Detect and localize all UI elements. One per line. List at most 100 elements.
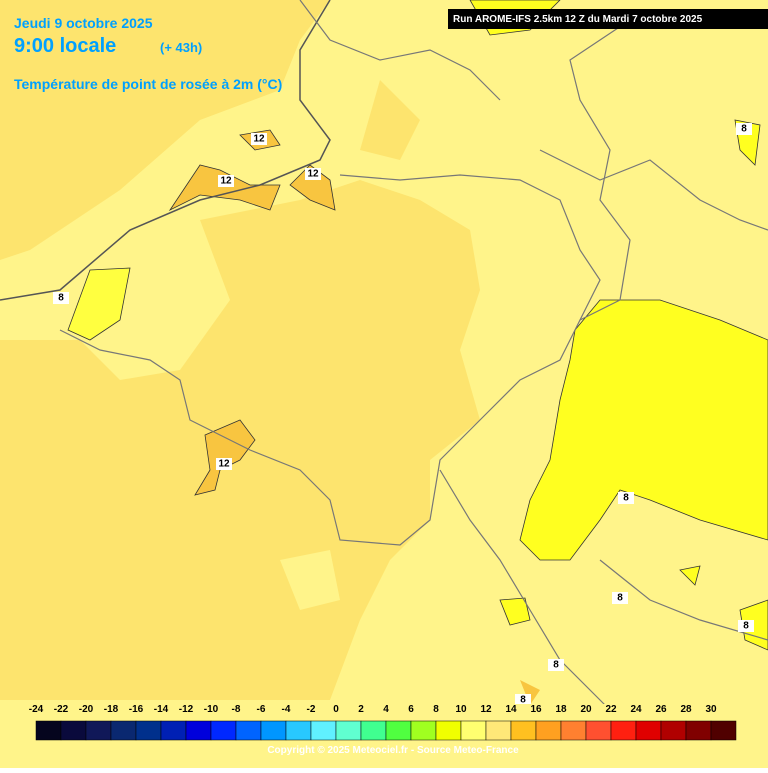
- legend-swatch: [310, 720, 337, 741]
- legend-swatch: [535, 720, 562, 741]
- contour-label: 8: [617, 593, 623, 604]
- legend-swatch: [485, 720, 512, 741]
- label-bg: [251, 133, 267, 145]
- zone: [0, 0, 330, 260]
- legend-swatch: [560, 720, 587, 741]
- legend-swatch: [635, 720, 662, 741]
- label-bg: [305, 168, 321, 180]
- legend-swatch: [360, 720, 387, 741]
- legend-tick-label: 8: [433, 704, 439, 715]
- legend-swatch: [510, 720, 537, 741]
- contour-label: 12: [220, 176, 232, 187]
- zone: [80, 0, 230, 130]
- map-title: Température de point de rosée à 2m (°C): [14, 76, 282, 92]
- legend-swatch: [335, 720, 362, 741]
- legend-tick-label: 12: [480, 704, 492, 715]
- legend-swatch: [110, 720, 137, 741]
- contour-label: 8: [623, 493, 629, 504]
- legend-tick-label: -8: [232, 704, 241, 715]
- border: [569, 19, 631, 321]
- border: [59, 174, 601, 546]
- legend-swatch: [460, 720, 487, 741]
- contour-label: 8: [553, 660, 559, 671]
- label-bg: [53, 292, 69, 304]
- legend-swatch: [610, 720, 637, 741]
- legend-swatch: [235, 720, 262, 741]
- coastline: [0, 0, 331, 301]
- legend-tick-label: -16: [129, 704, 144, 715]
- zone: [360, 80, 420, 160]
- contour-label: 12: [307, 169, 319, 180]
- legend-swatch: [585, 720, 612, 741]
- run-box: [448, 9, 768, 29]
- copyright: Copyright © 2025 Meteociel.fr - Source M…: [267, 745, 519, 756]
- label-bg: [618, 492, 634, 504]
- run-info: Run AROME-IFS 2.5km 12 Z du Mardi 7 octo…: [453, 14, 703, 25]
- label-bg: [736, 123, 752, 135]
- legend-swatch: [385, 720, 412, 741]
- legend-tick-label: 28: [680, 704, 692, 715]
- border: [539, 149, 768, 231]
- legend-swatch: [185, 720, 212, 741]
- zone: [520, 680, 540, 705]
- legend-tick-label: -20: [79, 704, 94, 715]
- legend-tick-label: 20: [580, 704, 592, 715]
- legend-tick-label: 14: [505, 704, 517, 715]
- label-bg: [515, 694, 531, 706]
- legend-tick-label: -14: [154, 704, 169, 715]
- legend-tick-label: -4: [282, 704, 291, 715]
- legend: -24 -22 -20 -18 -16 -14 -12 -10 -8 -6 -4 -2 0 2 4 6 8 10 1…: [0, 704, 768, 768]
- contour-label: 8: [520, 695, 526, 706]
- zone: [499, 597, 531, 626]
- contour-label: 12: [218, 459, 230, 470]
- legend-tick-label: 26: [655, 704, 667, 715]
- legend-swatch: [685, 720, 712, 741]
- legend-swatch: [210, 720, 237, 741]
- legend-tick-label: -18: [104, 704, 119, 715]
- legend-swatch: [60, 720, 87, 741]
- lead-time: (+ 43h): [160, 40, 202, 55]
- zone: [67, 267, 131, 341]
- zone: [679, 565, 701, 586]
- legend-swatch: [285, 720, 312, 741]
- zone: [280, 550, 340, 610]
- date: Jeudi 9 octobre 2025: [14, 15, 153, 31]
- legend-tick-label: 6: [408, 704, 414, 715]
- legend-tick-label: -24: [29, 704, 44, 715]
- legend-tick-label: 4: [383, 704, 389, 715]
- legend-tick-label: -10: [204, 704, 219, 715]
- legend-tick-label: 22: [605, 704, 617, 715]
- legend-swatch: [260, 720, 287, 741]
- legend-swatch: [435, 720, 462, 741]
- legend-tick-label: 30: [705, 704, 717, 715]
- legend-tick-label: 0: [333, 704, 339, 715]
- legend-tick-label: 18: [555, 704, 567, 715]
- legend-tick-label: 16: [530, 704, 542, 715]
- label-bg: [216, 458, 232, 470]
- contour-label: 8: [743, 621, 749, 632]
- border: [439, 469, 621, 721]
- legend-tick-label: 10: [455, 704, 467, 715]
- contour-label: 8: [58, 293, 64, 304]
- border: [299, 0, 501, 101]
- legend-tick-label: 2: [358, 704, 364, 715]
- contour-labels: 12 12 12 12 8 8 8 8 8 8 8: [53, 123, 754, 706]
- contour-label: 8: [741, 124, 747, 135]
- legend-swatch: [410, 720, 437, 741]
- label-bg: [218, 175, 234, 187]
- legend-tick-label: -22: [54, 704, 69, 715]
- legend-swatch: [135, 720, 162, 741]
- legend-tick-label: 24: [630, 704, 642, 715]
- legend-tick-label: -12: [179, 704, 194, 715]
- legend-swatch: [710, 720, 737, 741]
- label-bg: [548, 659, 564, 671]
- label-bg: [612, 592, 628, 604]
- legend-swatch: [160, 720, 187, 741]
- legend-tick-label: -6: [257, 704, 266, 715]
- border: [599, 559, 768, 641]
- contour-label: 12: [253, 134, 265, 145]
- label-bg: [738, 620, 754, 632]
- legend-tick-label: -2: [307, 704, 316, 715]
- time: 9:00 locale: [14, 35, 116, 57]
- zone: [519, 299, 768, 561]
